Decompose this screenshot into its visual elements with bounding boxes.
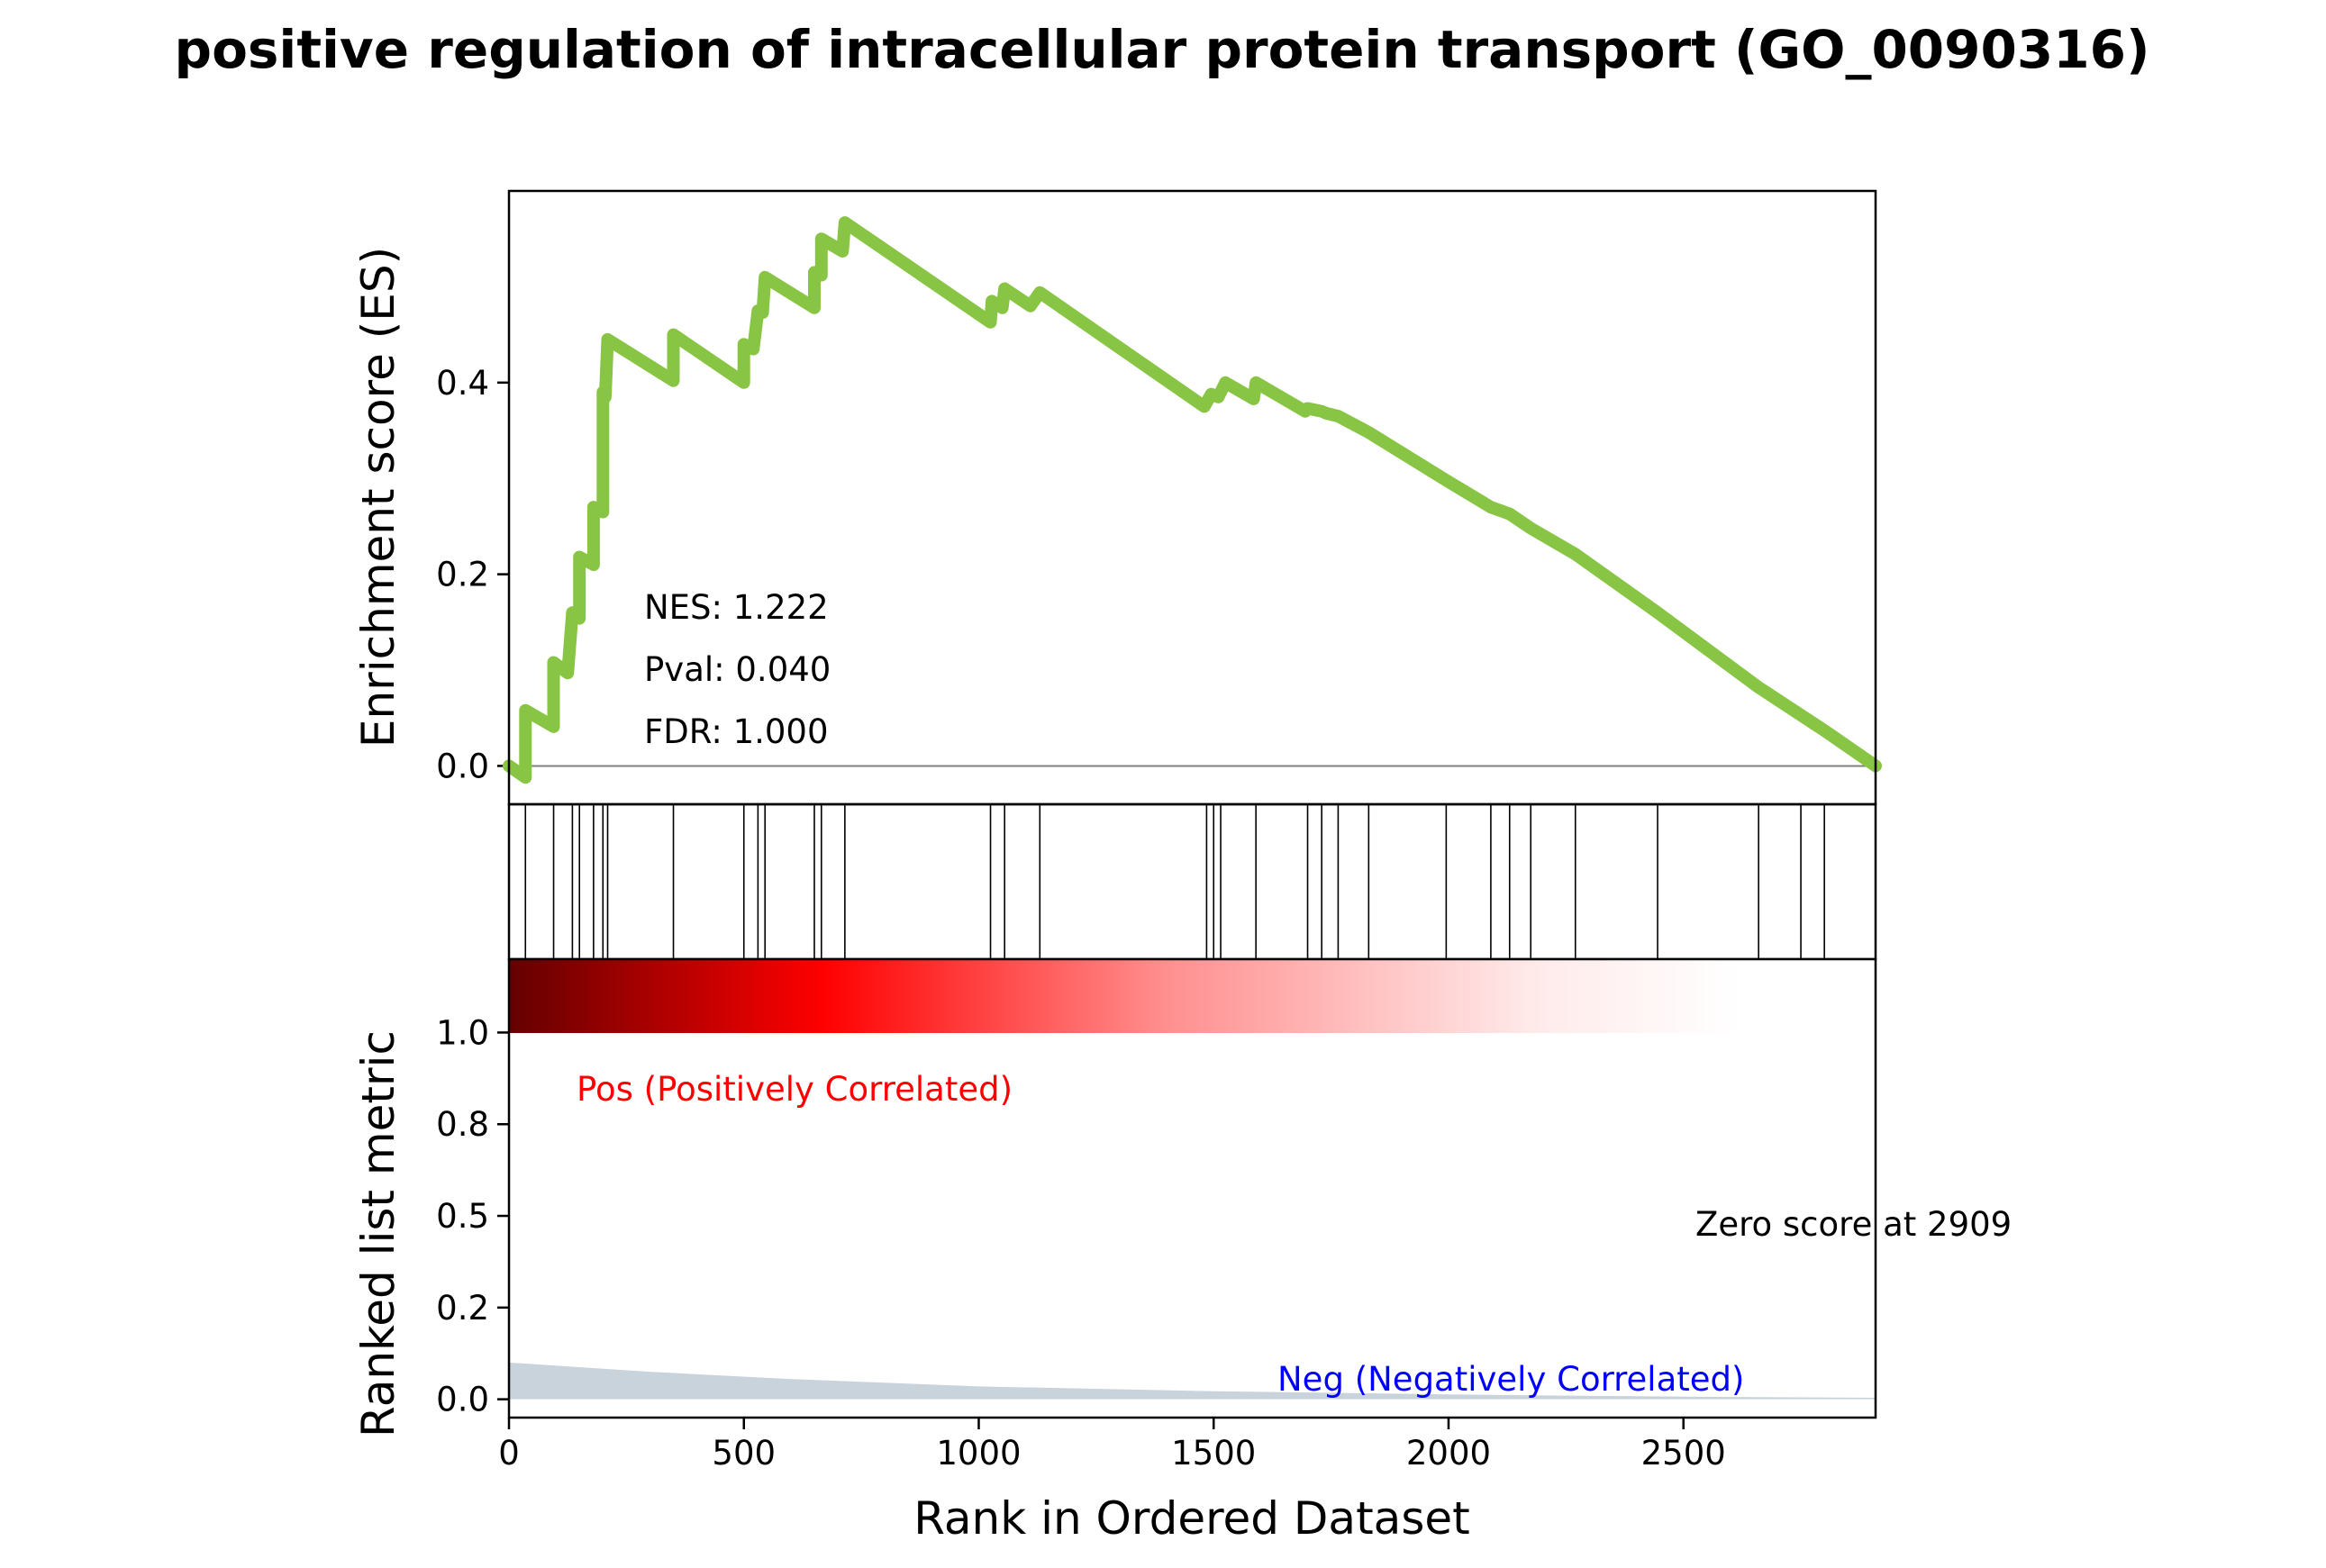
correlation-gradient-bar (509, 959, 1876, 1033)
x-axis-label: Rank in Ordered Dataset (913, 1492, 1469, 1545)
chart-title: positive regulation of intracellular pro… (175, 19, 2150, 80)
es-curve (503, 216, 1882, 784)
es-y-ticks: 0.0 0.2 0.4 (436, 364, 509, 785)
hits-panel (507, 802, 1877, 961)
hits-panel-frame (507, 802, 1877, 961)
metric-y-tick-label-4: 1.0 (436, 1013, 489, 1052)
metric-y-ticks: 0.0 0.2 0.5 0.8 1.0 (436, 1013, 509, 1419)
es-y-tick-label-1: 0.2 (436, 556, 489, 594)
x-tick-label-5: 2500 (1641, 1434, 1726, 1473)
pos-label: Pos (Positively Correlated) (577, 1070, 1013, 1109)
metric-y-tick-label-0: 0.0 (436, 1381, 489, 1419)
es-panel: 0.0 0.2 0.4 NES: 1.222 Pval: 0.040 FDR: 1.… (352, 189, 1882, 806)
x-tick-label-0: 0 (498, 1434, 520, 1473)
x-tick-label-2: 1000 (936, 1434, 1021, 1473)
x-axis-ticks: 0 500 1000 1500 2000 2500 (498, 1418, 1726, 1473)
ranked-metric-area (509, 1362, 1876, 1400)
nes-label: NES: 1.222 (644, 588, 829, 627)
gene-hit-marks (524, 804, 1825, 959)
es-y-tick-label-2: 0.4 (436, 364, 489, 403)
metric-y-tick-label-3: 0.8 (436, 1105, 489, 1144)
x-tick-label-1: 500 (712, 1434, 776, 1473)
x-tick-label-3: 1500 (1171, 1434, 1256, 1473)
metric-panel-frame (507, 957, 1877, 1419)
x-tick-label-4: 2000 (1406, 1434, 1491, 1473)
metric-y-tick-label-2: 0.5 (436, 1197, 489, 1236)
es-y-axis-label: Enrichment score (ES) (352, 247, 404, 748)
neg-label: Neg (Negatively Correlated) (1277, 1360, 1744, 1399)
metric-y-tick-label-1: 0.2 (436, 1289, 489, 1328)
zero-score-label: Zero score at 2909 (1695, 1205, 2012, 1244)
fdr-label: FDR: 1.000 (644, 712, 829, 751)
es-y-tick-label-0: 0.0 (436, 747, 489, 785)
pval-label: Pval: 0.040 (644, 650, 831, 689)
metric-panel: 0.0 0.2 0.5 0.8 1.0 Pos (Positively Correlat… (352, 957, 2012, 1437)
metric-y-axis-label: Ranked list metric (352, 1030, 404, 1437)
